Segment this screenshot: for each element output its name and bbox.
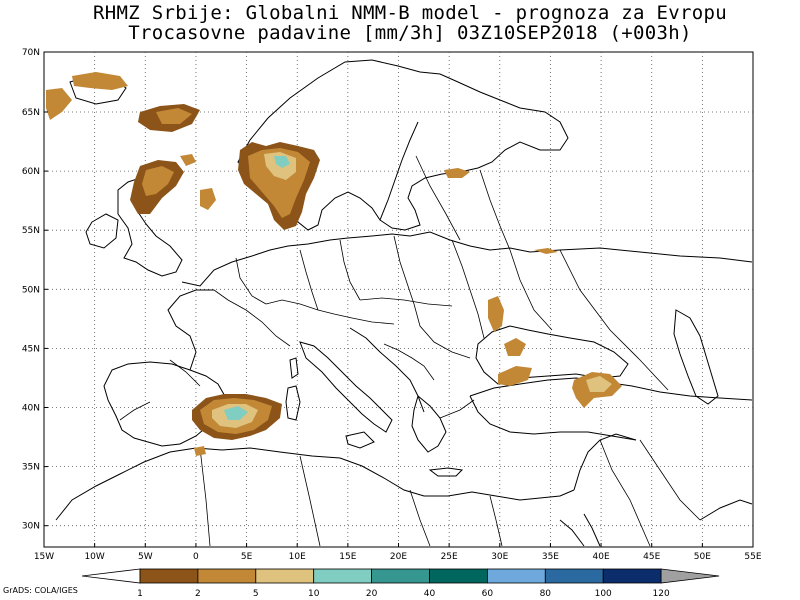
- colorbar-level-label: 40: [424, 589, 436, 599]
- colorbar-segment: [602, 568, 662, 584]
- credit-label: GrADS: COLA/IGES: [3, 586, 78, 595]
- lon-tick-label: 5E: [241, 552, 253, 562]
- precip-black-sea-south: [498, 366, 532, 386]
- country-borders: [119, 155, 701, 547]
- precip-iceland-south-mid: [156, 108, 192, 124]
- lat-tick-label: 60N: [22, 167, 40, 177]
- lat-tick-label: 70N: [22, 48, 40, 58]
- colorbar-level-label: 60: [482, 589, 494, 599]
- precip-north-sea-small: [200, 188, 216, 210]
- lon-tick-label: 30E: [491, 552, 508, 562]
- coastline-sicily: [345, 431, 375, 449]
- lon-tick-label: 10E: [289, 552, 306, 562]
- lon-tick-label: 25E: [441, 552, 458, 562]
- lat-tick-label: 45N: [22, 344, 40, 354]
- lon-tick-label: 20E: [390, 552, 407, 562]
- precip-turkey-east-inner: [586, 376, 612, 392]
- lon-tick-label: 40E: [593, 552, 610, 562]
- precip-iceland-north: [72, 72, 128, 90]
- lat-tick-label: 50N: [22, 285, 40, 295]
- coastline-crete: [428, 467, 464, 477]
- coastline-ireland: [85, 213, 119, 249]
- precip-norway-core: [274, 156, 290, 168]
- coastlines: [55, 59, 753, 547]
- coastline-africa: [55, 447, 575, 521]
- colorbar-under-triangle: [81, 568, 141, 584]
- colorbar-segment: [197, 568, 257, 584]
- precipitation-areas: [46, 72, 622, 456]
- lon-tick-label: 55E: [744, 552, 761, 562]
- lon-tick-label: 0: [193, 552, 199, 562]
- lat-tick-label: 65N: [22, 108, 40, 118]
- precip-russia-west: [534, 248, 558, 254]
- colorbar-segment: [139, 568, 199, 584]
- precip-north-sea-west-mid: [142, 166, 174, 196]
- colorbar-segment: [371, 568, 430, 584]
- coastline-italy: [299, 341, 393, 433]
- coastline-sardinia: [285, 385, 301, 421]
- lat-tick-label: 35N: [22, 463, 40, 473]
- lon-tick-label: 5W: [138, 552, 153, 562]
- coastline-levant: [573, 433, 637, 491]
- precip-ukraine: [488, 296, 504, 332]
- colorbar-over-triangle: [660, 568, 720, 584]
- precip-spain-core: [224, 406, 248, 420]
- chart-subtitle: Trocasovne padavine [mm/3h] 03Z10SEP2018…: [128, 22, 692, 44]
- lon-tick-label: 45E: [643, 552, 660, 562]
- colorbar-level-label: 10: [308, 589, 320, 599]
- graticule: [44, 52, 753, 547]
- colorbar-level-label: 1: [137, 589, 143, 599]
- coastline-gulf-bothnia: [379, 121, 419, 221]
- colorbar-segment: [429, 568, 488, 584]
- colorbar-level-label: 120: [653, 589, 670, 599]
- colorbar-level-label: 5: [253, 589, 259, 599]
- precip-shetland: [180, 154, 196, 166]
- colorbar: 1 2 5 10 20 40 60 80 100 120: [81, 568, 720, 599]
- colorbar-level-label: 80: [540, 589, 552, 599]
- coastline-black-sea: [475, 325, 629, 385]
- coastline-red-sea: [559, 513, 601, 547]
- lat-tick-label: 30N: [22, 522, 40, 532]
- coastline-europe: [181, 231, 753, 287]
- axis-labels: 70N 65N 60N 55N 50N 45N 40N 35N 30N 15W 10W 5W 0 5E 10…: [22, 48, 762, 562]
- precip-spain-south: [194, 446, 206, 456]
- coastline-scandinavia: [237, 59, 569, 231]
- lon-tick-label: 15E: [339, 552, 356, 562]
- colorbar-level-label: 100: [595, 589, 612, 599]
- chart-title: RHMZ Srbije: Globalni NMM-B model - prog…: [93, 2, 727, 24]
- colorbar-segment: [255, 568, 315, 584]
- colorbar-level-label: 2: [195, 589, 201, 599]
- lat-tick-label: 55N: [22, 226, 40, 236]
- colorbar-segment: [544, 568, 604, 584]
- lon-tick-label: 15W: [34, 552, 54, 562]
- colorbar-level-label: 20: [366, 589, 378, 599]
- lon-tick-label: 50E: [694, 552, 711, 562]
- coastline-caspian: [673, 309, 719, 405]
- coastline-persian-gulf: [699, 499, 753, 521]
- precip-baltic: [444, 168, 470, 178]
- lon-tick-label: 35E: [542, 552, 559, 562]
- lat-tick-label: 40N: [22, 404, 40, 414]
- precip-west-edge: [46, 88, 72, 120]
- coastline-corsica: [289, 357, 299, 379]
- colorbar-segment: [313, 568, 373, 584]
- lon-tick-label: 10W: [84, 552, 104, 562]
- coastline-france-west: [167, 289, 214, 371]
- colorbar-segment: [486, 568, 546, 584]
- coastline-greece: [411, 395, 447, 453]
- precip-black-sea-west: [504, 338, 526, 356]
